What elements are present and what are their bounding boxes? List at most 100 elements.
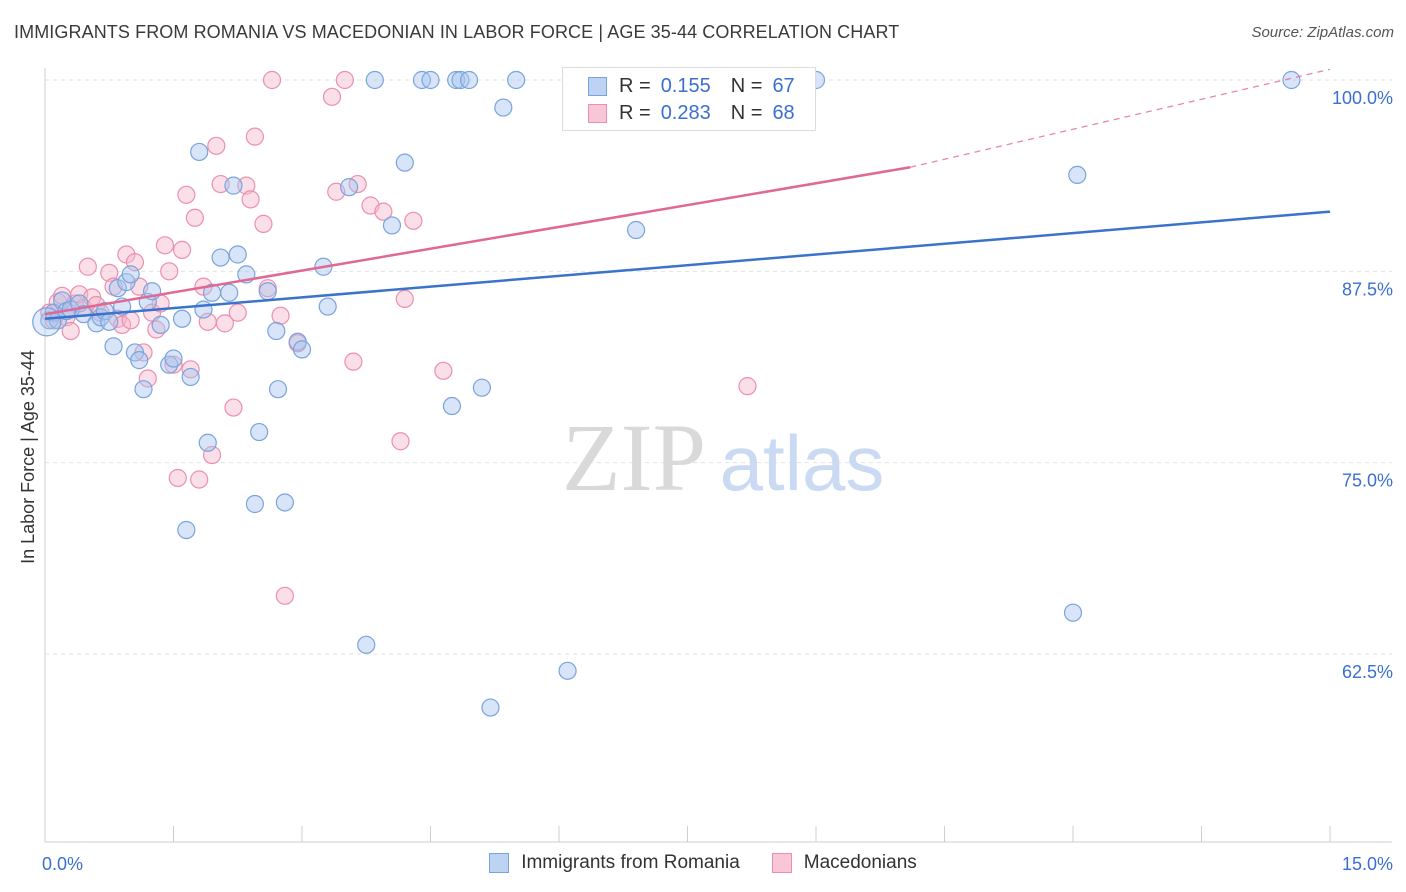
romania-point: [626, 220, 646, 240]
romania-point: [220, 283, 239, 302]
y-tick-label: 75.0%: [1342, 471, 1393, 491]
watermark-atlas: atlas: [720, 419, 885, 507]
romania-point: [151, 315, 170, 335]
legend-row-macedonians: R = 0.283 N = 68: [588, 100, 795, 126]
macedonians-point: [164, 355, 183, 374]
romania-point: [292, 340, 312, 359]
macedonians-point: [335, 70, 354, 90]
legend-n-value: 67: [772, 74, 795, 97]
macedonians-point: [177, 185, 196, 204]
legend-item-romania: Immigrants from Romania: [489, 852, 740, 874]
romania-point: [472, 378, 491, 397]
macedonians-point: [168, 468, 187, 488]
romania-point-cluster: [32, 307, 62, 337]
macedonians-point: [172, 240, 192, 260]
y-tick-label: 87.5%: [1342, 279, 1393, 299]
romania-point: [172, 309, 192, 328]
romania-point: [224, 176, 243, 195]
romania-point: [507, 70, 526, 90]
macedonians-point: [224, 398, 243, 417]
macedonians-point: [207, 136, 226, 155]
macedonians-trend-extension: [910, 68, 1331, 168]
romania-point: [395, 153, 414, 172]
macedonians-point: [78, 257, 97, 276]
romania-point: [447, 70, 466, 90]
legend-swatch-blue: [489, 853, 510, 873]
macedonians-point: [185, 208, 205, 227]
macedonians-point: [100, 263, 119, 282]
legend-n-label: N =: [730, 74, 763, 97]
romania-point: [267, 321, 286, 341]
macedonians-point: [404, 211, 423, 230]
macedonians-point: [215, 314, 234, 333]
grid-lines: [45, 79, 1392, 655]
romania-point: [481, 698, 500, 717]
macedonians-point: [271, 306, 290, 325]
legend-label-macedonians: Macedonians: [803, 852, 917, 873]
macedonians-point: [138, 369, 157, 388]
macedonians-point: [344, 352, 363, 371]
romania-point: [104, 337, 123, 356]
source-label: Source: ZipAtlas.com: [1251, 24, 1394, 41]
macedonians-point: [61, 321, 80, 341]
romania-point: [268, 380, 288, 399]
x-tick-label: 15.0%: [1342, 854, 1393, 874]
macedonians-point: [237, 176, 256, 195]
macedonians-point: [275, 586, 294, 605]
macedonians-trend-line: [44, 166, 911, 316]
romania-point: [494, 98, 513, 117]
legend-swatch-pink: [588, 103, 607, 123]
romania-point: [442, 396, 462, 416]
macedonians-point: [228, 303, 247, 322]
romania-point: [1282, 70, 1301, 90]
legend-label-romania: Immigrants from Romania: [521, 852, 740, 873]
trend-lines: [44, 68, 1331, 321]
legend-r-value: 0.155: [660, 74, 711, 97]
romania-point: [357, 635, 376, 654]
romania-points: [32, 70, 1301, 717]
y-tick-label: 100.0%: [1332, 88, 1393, 108]
macedonians-point: [155, 236, 175, 255]
romania-point: [194, 300, 213, 319]
romania-point: [228, 245, 247, 264]
romania-point: [134, 380, 153, 399]
macedonians-point: [241, 190, 260, 209]
axis-labels: 100.0% 87.5% 75.0% 62.5% 0.0% 15.0% In Labor F…: [18, 88, 1393, 874]
legend-r-value: 0.283: [660, 101, 711, 124]
romania-point: [190, 142, 209, 162]
legend-n-value: 68: [772, 101, 795, 124]
macedonians-point: [434, 361, 453, 380]
y-axis-title: In Labor Force | Age 35-44: [18, 350, 38, 564]
legend-r-label: R =: [619, 101, 651, 124]
y-tick-label: 62.5%: [1342, 662, 1393, 682]
macedonians-point: [181, 360, 200, 379]
romania-point: [130, 351, 149, 370]
romania-point: [318, 297, 337, 316]
watermark: ZIP atlas: [562, 404, 884, 511]
romania-point: [459, 70, 479, 90]
macedonians-point: [160, 262, 179, 281]
macedonians-point: [395, 289, 414, 308]
romania-point: [1063, 603, 1083, 622]
legend-item-macedonians: Macedonians: [771, 852, 917, 874]
romania-point: [558, 661, 577, 680]
macedonians-point: [322, 87, 342, 106]
romania-point: [258, 282, 277, 301]
romania-point: [382, 216, 402, 235]
romania-point: [1068, 165, 1087, 185]
macedonians-point: [245, 127, 264, 146]
romania-point: [421, 70, 440, 90]
legend-n-label: N =: [730, 101, 763, 124]
x-tick-label: 0.0%: [42, 854, 83, 874]
romania-point: [211, 248, 230, 267]
series-legend: Immigrants from Romania Macedonians: [0, 852, 1406, 874]
macedonians-point: [738, 377, 757, 396]
romania-point: [245, 494, 264, 514]
romania-point: [275, 493, 294, 512]
romania-point: [250, 422, 269, 442]
legend-r-label: R =: [619, 74, 651, 97]
macedonians-point: [391, 432, 410, 451]
chart-title: IMMIGRANTS FROM ROMANIA VS MACEDONIAN IN…: [14, 22, 900, 42]
romania-point: [100, 312, 119, 331]
